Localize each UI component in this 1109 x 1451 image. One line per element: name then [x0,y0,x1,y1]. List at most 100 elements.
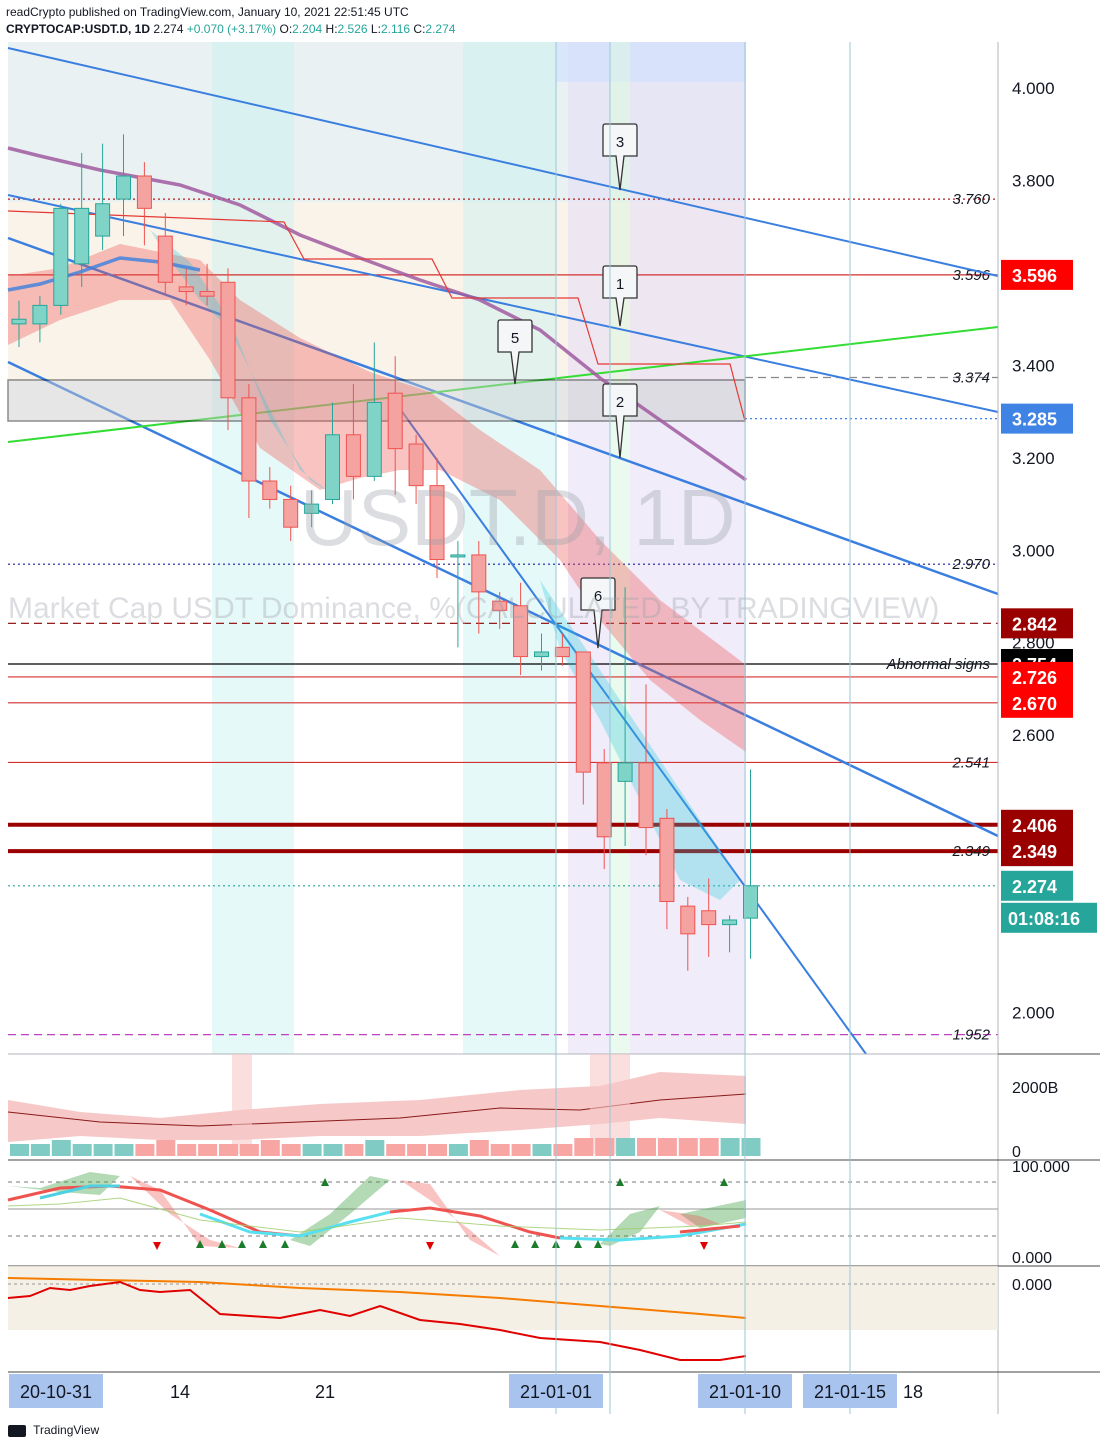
volume-bar [428,1144,447,1156]
price-axis: 4.000 3.800 3.400 3.200 3.000 2.800 2.600 2.000 [1012,79,1055,1022]
y-tick-label: 3.000 [1012,541,1055,560]
candle-body [471,554,487,593]
candle [408,434,424,505]
time-label: 20-10-31 [20,1382,92,1402]
volume-bar [219,1144,238,1156]
candle [116,134,131,237]
candle-body [387,392,403,450]
candle-body [366,401,382,477]
volume-bar [260,1140,280,1156]
time-label: 21-01-15 [814,1382,886,1402]
sell-marker-icon [700,1242,708,1250]
candle [262,467,278,509]
candle [53,203,69,315]
candle [199,263,215,306]
candle [32,296,48,343]
candle-body [53,207,69,306]
callout-bubble [602,383,638,459]
time-label: 14 [170,1382,190,1402]
candle-body [554,646,570,658]
ohlc-o-key: O: [279,22,293,36]
volume-bar [323,1144,343,1156]
y-tick-label: 2.000 [1012,1003,1055,1022]
ohlc-h-key: H: [325,22,338,36]
candle [429,457,445,579]
time-label: 18 [903,1382,923,1402]
candle-body [345,434,361,477]
volume-bar [114,1144,134,1156]
time-label: 21-01-01 [520,1382,592,1402]
volume-bar [344,1144,364,1156]
volume-bar [407,1144,427,1156]
volume-bar [448,1144,468,1156]
volume-bar [699,1138,719,1156]
price-tag-box [1001,809,1073,840]
buy-marker-icon [594,1240,602,1248]
candle [575,651,591,805]
level-label: 3.760 [952,191,990,208]
volume-axis-top: 2000B [1012,1080,1058,1097]
osc-axis-zero: 0.000 [1012,1277,1052,1294]
volume-bar [93,1144,113,1156]
price-change: +0.070 (+3.17%) [186,22,277,36]
callout-label: 5 [511,330,519,347]
volume-bar [281,1144,301,1156]
candle [136,162,152,246]
time-label: 21 [315,1382,335,1402]
candle [492,591,508,629]
volume-axis-zero: 0 [1012,1144,1021,1161]
level-label: 2.970 [951,556,990,573]
candle-body [220,281,236,399]
volume-bar [657,1138,677,1156]
chart-header: readCrypto published on TradingView.com,… [6,4,455,38]
candle [345,383,361,500]
candle-body [116,175,131,200]
candle-body [11,318,27,325]
level-label: 3.374 [952,369,990,386]
stoch-axis-top: 100.000 [1012,1159,1070,1176]
volume-bar [198,1144,218,1156]
watermark-symbol: USDT.D, 1D [300,473,736,562]
volume-bar [135,1144,155,1156]
price-tag: 2.274 [1001,870,1073,901]
candle [638,684,654,856]
candle-body [262,480,278,500]
candle [680,896,696,971]
volume-bar [532,1144,552,1156]
y-tick-label: 3.800 [1012,172,1055,191]
candle [387,356,403,495]
candle-body [450,554,466,558]
y-tick-label: 3.200 [1012,449,1055,468]
volume-bar [51,1140,71,1156]
price-tag-label: 2.670 [1012,694,1057,714]
callout-bubble [497,319,533,385]
candle [283,485,299,542]
candle-body [743,885,758,919]
candle-body [283,498,299,528]
price-tag-box [1001,403,1073,434]
sell-marker-icon [426,1242,434,1250]
price-tag-box [1001,870,1073,901]
buy-marker-icon [196,1240,204,1248]
candle [220,268,236,431]
last-price: 2.274 [153,22,184,36]
buy-marker-icon [511,1240,519,1248]
price-tags: 3.5963.2852.8422.7542.7262.6702.4062.349… [1001,259,1097,933]
callout-5: 5 [497,319,533,385]
y-tick-label: 4.000 [1012,79,1055,98]
candle-body [513,605,529,658]
volume-bar [553,1144,573,1156]
stochastic-pane: 100.000 0.000 [7,1159,1070,1267]
volume-bar [156,1140,176,1156]
callouts: 1 2 3 5 6 [497,123,638,649]
candle-body [304,503,320,514]
callout-label: 2 [616,394,624,411]
volume-bar [490,1144,510,1156]
callout-1: 1 [602,265,638,327]
candle-body [680,905,696,935]
volume-pane: 2000B 0 [7,1054,1058,1161]
volume-bar [30,1144,50,1156]
countdown-box [1001,902,1097,933]
candle-body [492,600,508,611]
